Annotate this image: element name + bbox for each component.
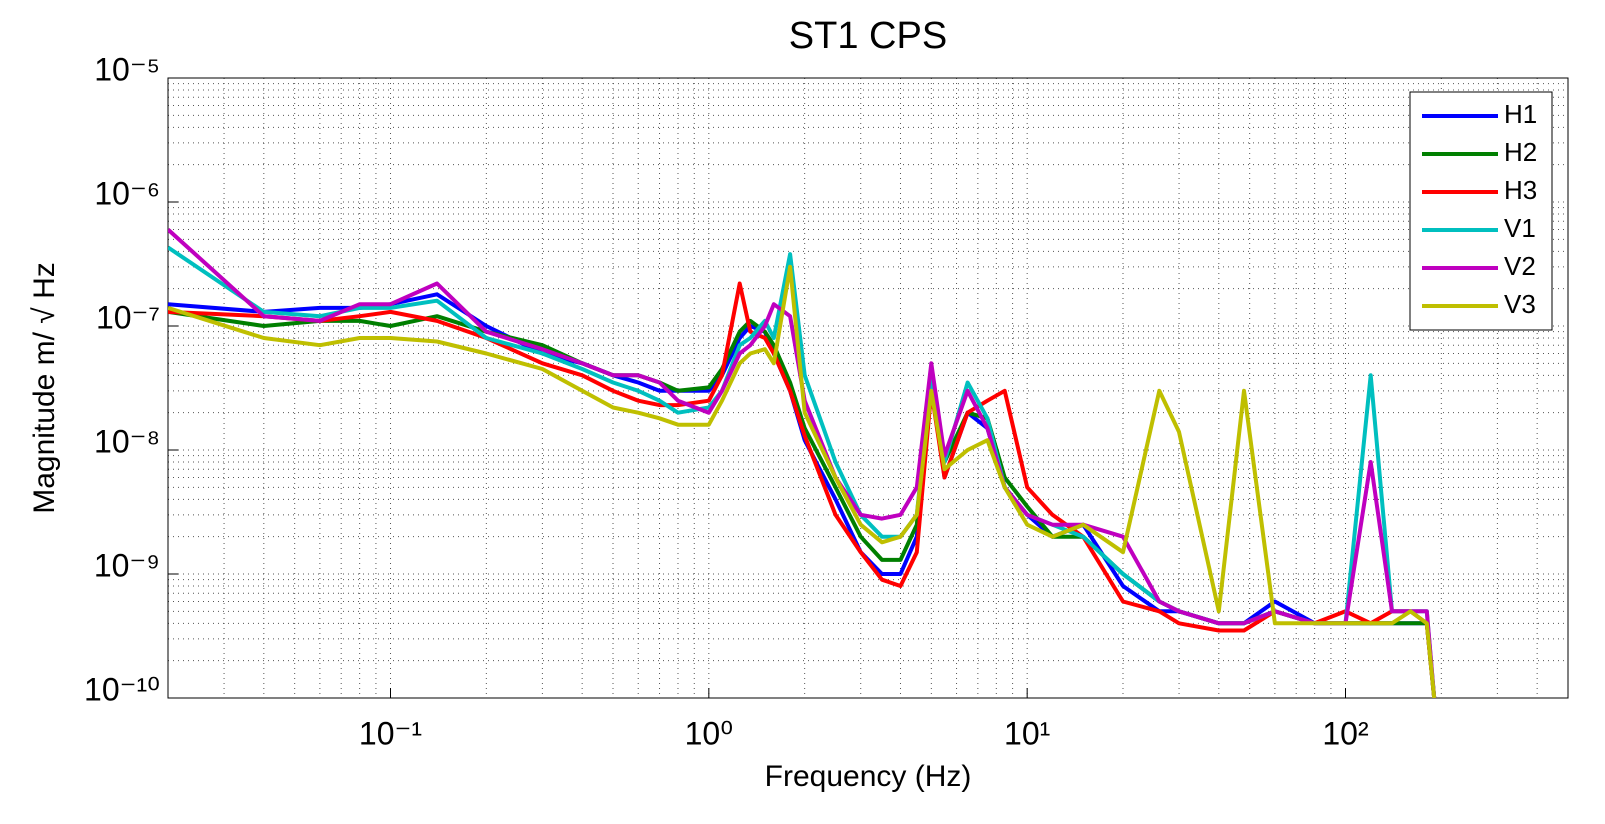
legend-box [1409, 91, 1553, 331]
legend-label: H3 [1504, 175, 1537, 205]
x-tick-label: 10² [1322, 715, 1369, 751]
legend-label: H1 [1504, 99, 1537, 129]
y-tick-label: 10⁻⁸ [94, 423, 160, 459]
x-tick-label: 10⁰ [685, 715, 733, 751]
legend-label: H2 [1504, 137, 1537, 167]
x-tick-label: 10⁻¹ [359, 715, 422, 751]
plot-frame [167, 77, 1569, 699]
y-tick-label: 10⁻⁵ [94, 51, 160, 87]
y-axis-label: Magnitude m/ √ Hz [28, 262, 61, 514]
y-tick-label: 10⁻⁶ [94, 175, 160, 211]
y-tick-label: 10⁻¹⁰ [84, 671, 160, 707]
series-line [168, 228, 1437, 698]
y-tick-label: 10⁻⁷ [96, 299, 160, 335]
series-line [168, 281, 1437, 698]
legend-label: V3 [1504, 289, 1536, 319]
chart-title: ST1 CPS [789, 15, 947, 57]
y-tick-label: 10⁻⁹ [94, 547, 160, 583]
x-axis-label: Frequency (Hz) [765, 760, 972, 793]
x-tick-label: 10¹ [1004, 715, 1050, 751]
legend-label: V2 [1504, 251, 1536, 281]
series-line [168, 264, 1437, 698]
legend-label: V1 [1504, 213, 1536, 243]
